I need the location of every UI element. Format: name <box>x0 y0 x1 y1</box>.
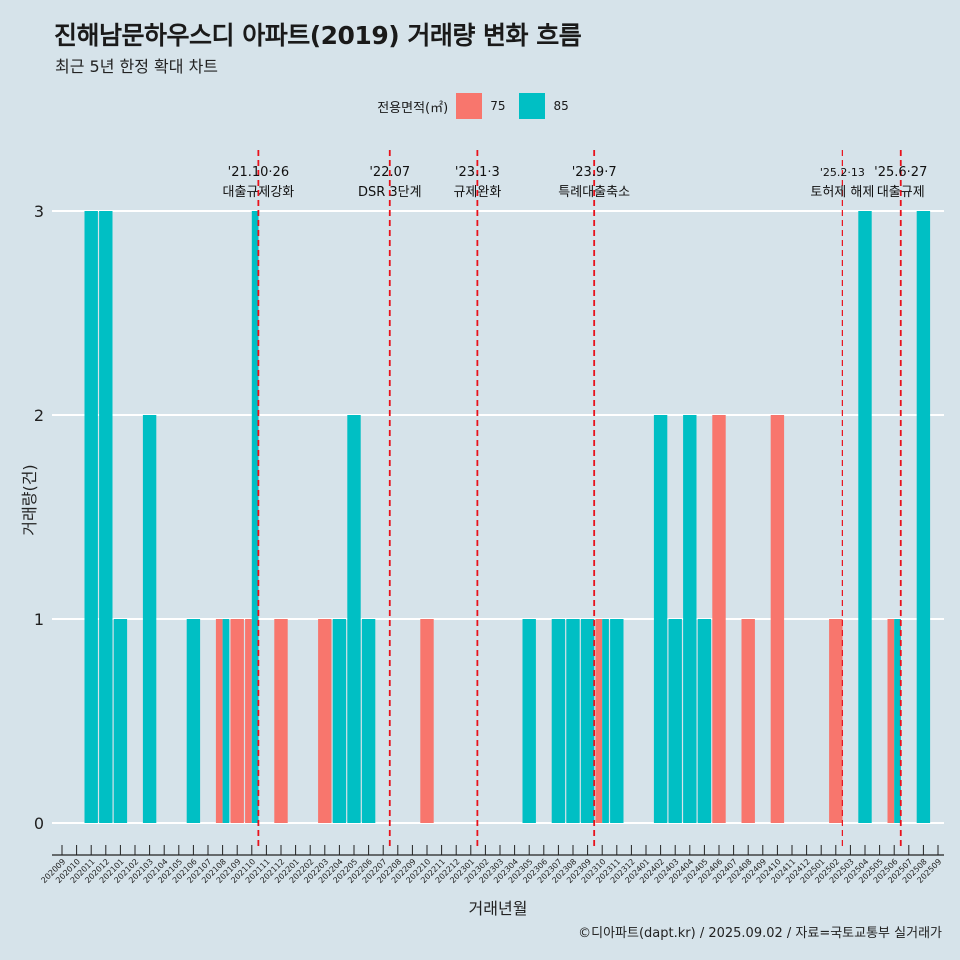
bar <box>230 619 244 823</box>
bar <box>595 619 603 823</box>
legend-swatch-85 <box>519 93 546 119</box>
y-tick-label: 2 <box>34 406 44 425</box>
bar <box>602 619 609 823</box>
bar <box>420 619 434 823</box>
annotation-date: '23.1·3 <box>455 165 500 180</box>
bar <box>580 619 595 823</box>
legend-swatch-75 <box>456 93 483 119</box>
annotation-label: DSR 3단계 <box>358 185 422 200</box>
bar <box>741 619 755 823</box>
page-subtitle: 최근 5년 한정 확대 차트 <box>55 57 219 76</box>
bar <box>916 211 931 823</box>
bar <box>245 619 252 823</box>
bar <box>887 619 895 823</box>
bar <box>332 619 347 823</box>
bar <box>551 619 566 823</box>
bar <box>186 619 201 823</box>
bar <box>142 415 157 823</box>
y-tick-label: 1 <box>34 610 44 629</box>
bar <box>251 211 259 823</box>
y-axis-label: 거래량(건) <box>20 464 39 535</box>
bar <box>829 619 843 823</box>
bar <box>858 211 872 823</box>
annotation-date: '22.07 <box>369 165 410 180</box>
bar <box>566 619 580 823</box>
bar <box>770 415 785 823</box>
bar <box>84 211 98 823</box>
annotation-label: 규제완화 <box>453 185 501 200</box>
page-title: 진해남문하우스디 아파트(2019) 거래량 변화 흐름 <box>54 21 582 50</box>
bar <box>318 619 332 823</box>
annotation-label: 대출규제 <box>877 185 925 200</box>
x-axis-label: 거래년월 <box>469 899 528 918</box>
gridlines: 0 1 2 3 <box>34 202 944 833</box>
bar <box>668 619 682 823</box>
bar <box>215 619 223 823</box>
bar <box>99 211 113 823</box>
legend-label-75: 75 <box>490 99 506 113</box>
bar <box>522 619 536 823</box>
legend-title: 전용면적(㎡) <box>377 100 449 116</box>
bar <box>610 619 624 823</box>
bar <box>347 415 361 823</box>
bar <box>697 619 712 823</box>
bar <box>683 415 697 823</box>
annotations: '21.10·26 대출규제강화 '22.07 DSR 3단계 '23.1·3 규제완화 '… <box>222 150 927 850</box>
source-caption: ©디아파트(dapt.kr) / 2025.09.02 / 자료=국토교통부 실… <box>578 926 942 941</box>
bar <box>222 619 230 823</box>
annotation-date: '25.6·27 <box>874 165 927 180</box>
annotation-date: '21.10·26 <box>228 165 289 180</box>
bar <box>361 619 376 823</box>
bar <box>712 415 726 823</box>
bar <box>894 619 901 823</box>
bar <box>274 619 288 823</box>
bars <box>84 211 931 823</box>
bar <box>653 415 668 823</box>
bar <box>113 619 128 823</box>
annotation-label: 대출규제강화 <box>222 185 294 200</box>
legend: 전용면적(㎡) 75 85 <box>0 93 960 119</box>
annotation-date: '25.2·13 <box>820 166 865 179</box>
axes: 2020092020102020112020122021012021022021… <box>39 845 944 885</box>
annotation-date: '23.9·7 <box>572 165 617 180</box>
y-tick-label: 3 <box>34 202 44 221</box>
legend-label-85: 85 <box>553 99 569 113</box>
y-tick-label: 0 <box>34 814 44 833</box>
annotation-label: 토허제 해제 <box>810 185 874 200</box>
annotation-label: 특례대출축소 <box>558 185 630 200</box>
